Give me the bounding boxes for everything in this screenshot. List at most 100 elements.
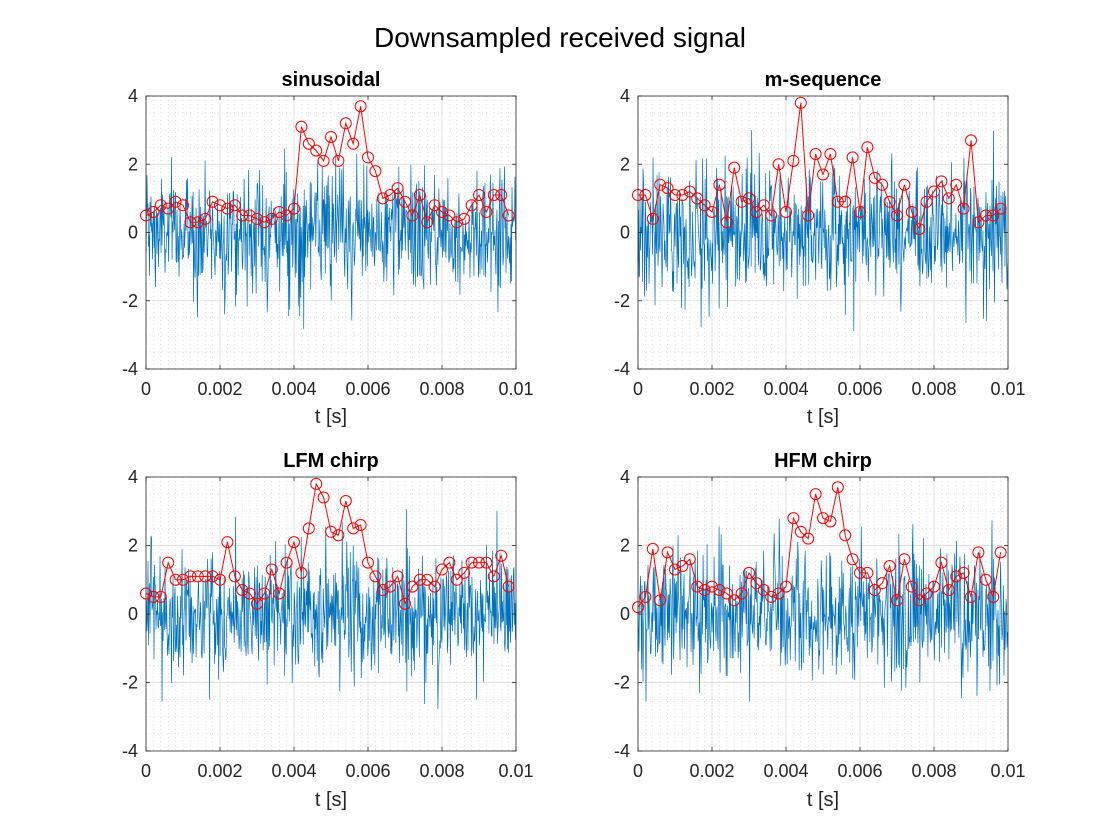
y-tick-label: -2 xyxy=(614,673,630,693)
y-tick-label: 0 xyxy=(128,604,138,624)
envelope-marker xyxy=(750,206,763,219)
envelope-marker xyxy=(972,216,985,229)
envelope-marker xyxy=(228,199,241,212)
envelope-marker xyxy=(920,587,933,600)
y-tick-label: 2 xyxy=(128,536,138,556)
envelope-marker xyxy=(354,100,367,113)
envelope-marker xyxy=(802,532,815,545)
y-tick-label: -4 xyxy=(614,741,630,761)
envelope-marker xyxy=(950,570,963,583)
x-tick-label: 0.008 xyxy=(419,379,464,399)
x-tick-label: 0 xyxy=(141,761,151,781)
envelope-marker xyxy=(706,580,718,593)
envelope-marker xyxy=(876,577,889,590)
envelope-marker xyxy=(809,488,822,501)
envelope-marker xyxy=(258,587,271,600)
y-tick-label: 0 xyxy=(620,223,630,243)
envelope-marker xyxy=(683,553,696,566)
envelope-marker xyxy=(332,154,345,167)
envelope-marker xyxy=(317,154,330,167)
envelope-marker xyxy=(698,584,711,597)
envelope-marker xyxy=(428,199,441,212)
envelope-marker xyxy=(302,522,315,535)
envelope-marker xyxy=(661,182,674,195)
envelope-marker xyxy=(184,216,197,229)
y-tick-label: 0 xyxy=(620,604,630,624)
envelope-marker xyxy=(935,556,948,569)
y-tick-label: -4 xyxy=(122,359,138,379)
envelope-marker xyxy=(661,546,674,559)
envelope-marker xyxy=(221,202,234,215)
envelope-marker xyxy=(772,158,785,171)
y-tick-label: 0 xyxy=(128,223,138,243)
envelope-marker xyxy=(450,216,463,229)
envelope-marker xyxy=(465,556,478,569)
envelope-marker xyxy=(883,195,896,208)
envelope-marker xyxy=(376,192,389,205)
envelope-marker xyxy=(639,590,652,603)
envelope-marker xyxy=(965,134,977,147)
x-tick-label: 0.006 xyxy=(837,379,882,399)
envelope-marker xyxy=(495,549,508,562)
envelope-marker xyxy=(236,584,249,597)
envelope-marker xyxy=(639,188,652,201)
y-tick-label: 4 xyxy=(620,467,630,487)
envelope-marker xyxy=(669,188,681,201)
envelope-marker xyxy=(965,590,977,603)
x-tick-label: 0.008 xyxy=(911,761,956,781)
envelope-marker xyxy=(191,570,204,583)
signal-trace xyxy=(637,130,1009,331)
envelope-marker xyxy=(502,209,515,222)
envelope-marker xyxy=(221,536,234,549)
envelope-marker xyxy=(413,188,426,201)
envelope-marker xyxy=(787,154,800,167)
envelope-marker xyxy=(957,566,970,579)
envelope-marker xyxy=(757,199,770,212)
envelope-marker xyxy=(162,202,175,215)
y-tick-label: -4 xyxy=(122,741,138,761)
envelope-marker xyxy=(854,206,866,219)
envelope-marker xyxy=(406,580,419,593)
x-axis-label: t [s] xyxy=(807,406,839,428)
envelope-marker xyxy=(347,137,360,150)
envelope-marker xyxy=(891,594,903,607)
envelope-marker xyxy=(391,570,404,583)
envelope-marker xyxy=(473,556,485,569)
envelope-marker xyxy=(979,209,992,222)
envelope-marker xyxy=(683,185,696,198)
envelope-marker xyxy=(735,195,748,208)
envelope-marker xyxy=(780,580,792,593)
envelope-marker xyxy=(691,580,704,593)
envelope-marker xyxy=(480,556,493,569)
signal-trace xyxy=(145,509,517,710)
x-tick-label: 0.01 xyxy=(498,379,533,399)
envelope-marker xyxy=(399,597,411,610)
envelope-marker xyxy=(831,481,844,494)
subplot-title: HFM chirp xyxy=(774,450,872,472)
subplot-title: sinusoidal xyxy=(282,69,381,91)
figure-title: Downsampled received signal xyxy=(374,22,746,53)
y-tick-label: 4 xyxy=(620,86,630,106)
subplot-m-sequence: m-sequence t [s] -4 -2 0 2 4 0 0.002 0.004 0.006… xyxy=(614,69,1026,428)
signal-trace xyxy=(637,518,1009,702)
envelope-marker xyxy=(868,584,881,597)
envelope-marker xyxy=(809,148,822,161)
subplot-title: m-sequence xyxy=(765,69,882,91)
envelope-marker xyxy=(177,199,189,212)
envelope-marker xyxy=(325,130,337,143)
envelope-marker xyxy=(295,120,308,133)
y-tick-label: 4 xyxy=(128,86,138,106)
y-tick-label: 2 xyxy=(620,536,630,556)
envelope-marker xyxy=(450,573,463,586)
envelope-marker xyxy=(288,202,300,215)
envelope-marker xyxy=(251,597,263,610)
envelope-marker xyxy=(772,587,785,600)
subplot-sinusoidal: sinusoidal t [s] -4 -2 0 2 4 0 0.002 0.004 0.006… xyxy=(122,69,534,428)
envelope-marker xyxy=(273,206,286,219)
envelope-marker xyxy=(750,577,763,590)
envelope-marker xyxy=(905,206,918,219)
x-tick-label: 0.004 xyxy=(763,761,808,781)
envelope-line xyxy=(145,106,510,224)
envelope-marker xyxy=(347,522,360,535)
